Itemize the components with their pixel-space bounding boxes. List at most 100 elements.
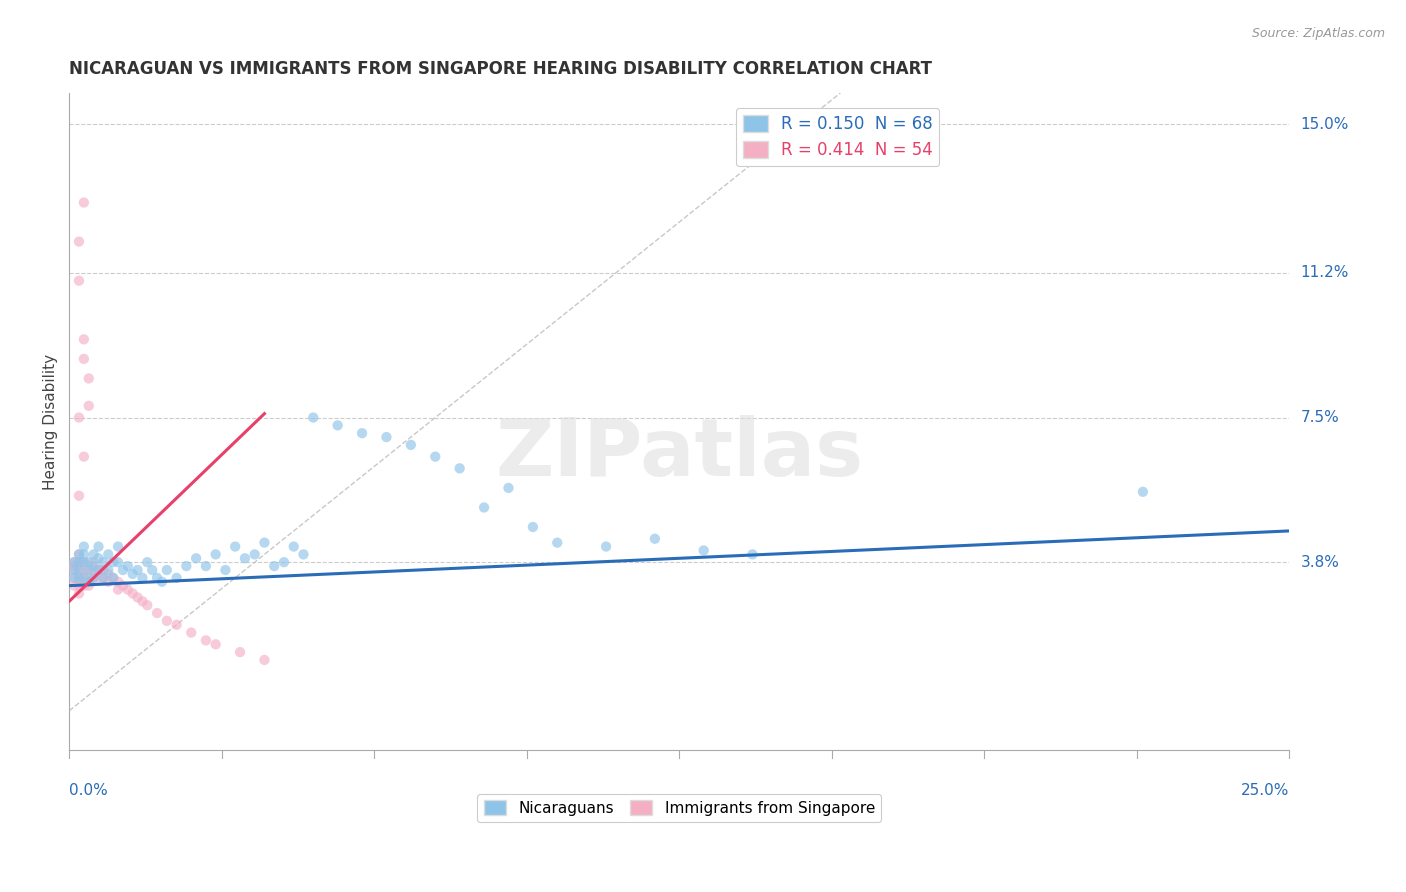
Point: [180, 625, 202, 640]
Point: [498, 481, 520, 495]
Point: [73, 450, 96, 464]
Text: 7.5%: 7.5%: [1301, 410, 1339, 425]
Point: [546, 535, 568, 549]
Y-axis label: Hearing Disability: Hearing Disability: [44, 353, 58, 490]
Point: [141, 563, 163, 577]
Point: [214, 563, 236, 577]
Point: [273, 555, 295, 569]
Point: [73, 547, 96, 561]
Point: [73, 555, 96, 569]
Point: [73, 555, 96, 569]
Point: [522, 520, 544, 534]
Point: [375, 430, 398, 444]
Point: [83, 571, 105, 585]
Point: [63, 559, 86, 574]
Point: [67, 555, 90, 569]
Point: [77, 555, 100, 569]
Point: [204, 637, 226, 651]
Point: [97, 574, 120, 589]
Point: [136, 598, 159, 612]
Point: [67, 555, 90, 569]
Point: [194, 559, 217, 574]
Point: [67, 410, 90, 425]
Legend: Nicaraguans, Immigrants from Singapore: Nicaraguans, Immigrants from Singapore: [478, 794, 882, 822]
Point: [107, 574, 129, 589]
Point: [67, 489, 90, 503]
Point: [63, 563, 86, 577]
Point: [253, 653, 276, 667]
Point: [283, 540, 305, 554]
Point: [150, 574, 173, 589]
Point: [156, 563, 179, 577]
Point: [77, 574, 100, 589]
Point: [67, 235, 90, 249]
Point: [101, 555, 124, 569]
Point: [67, 579, 90, 593]
Point: [73, 571, 96, 585]
Point: [166, 617, 188, 632]
Point: [176, 559, 198, 574]
Point: [77, 563, 100, 577]
Point: [77, 579, 100, 593]
Point: [107, 582, 129, 597]
Point: [111, 579, 134, 593]
Point: [93, 571, 115, 585]
Point: [425, 450, 447, 464]
Point: [93, 555, 115, 569]
Point: [253, 535, 276, 549]
Point: [77, 399, 100, 413]
Point: [83, 571, 105, 585]
Text: 15.0%: 15.0%: [1301, 117, 1348, 132]
Point: [107, 540, 129, 554]
Point: [87, 563, 110, 577]
Point: [73, 571, 96, 585]
Point: [204, 547, 226, 561]
Point: [107, 555, 129, 569]
Point: [97, 566, 120, 581]
Point: [67, 274, 90, 288]
Point: [67, 571, 90, 585]
Point: [77, 563, 100, 577]
Point: [326, 418, 349, 433]
Point: [472, 500, 495, 515]
Point: [184, 551, 207, 566]
Point: [229, 645, 252, 659]
Point: [67, 547, 90, 561]
Point: [101, 571, 124, 585]
Point: [741, 547, 763, 561]
Point: [77, 571, 100, 585]
Text: Source: ZipAtlas.com: Source: ZipAtlas.com: [1251, 27, 1385, 40]
Point: [73, 540, 96, 554]
Text: 11.2%: 11.2%: [1301, 266, 1348, 280]
Point: [93, 571, 115, 585]
Point: [121, 586, 143, 600]
Point: [87, 551, 110, 566]
Point: [117, 582, 139, 597]
Point: [117, 559, 139, 574]
Point: [127, 591, 149, 605]
Point: [83, 547, 105, 561]
Point: [101, 571, 124, 585]
Point: [67, 563, 90, 577]
Point: [194, 633, 217, 648]
Point: [73, 563, 96, 577]
Point: [263, 559, 285, 574]
Point: [63, 555, 86, 569]
Point: [63, 555, 86, 569]
Point: [83, 559, 105, 574]
Point: [121, 566, 143, 581]
Point: [449, 461, 471, 475]
Point: [156, 614, 179, 628]
Point: [224, 540, 246, 554]
Point: [131, 571, 153, 585]
Point: [87, 571, 110, 585]
Point: [67, 547, 90, 561]
Point: [595, 540, 617, 554]
Point: [131, 594, 153, 608]
Point: [87, 563, 110, 577]
Point: [77, 371, 100, 385]
Point: [302, 410, 325, 425]
Point: [146, 606, 169, 620]
Point: [73, 332, 96, 346]
Point: [63, 571, 86, 585]
